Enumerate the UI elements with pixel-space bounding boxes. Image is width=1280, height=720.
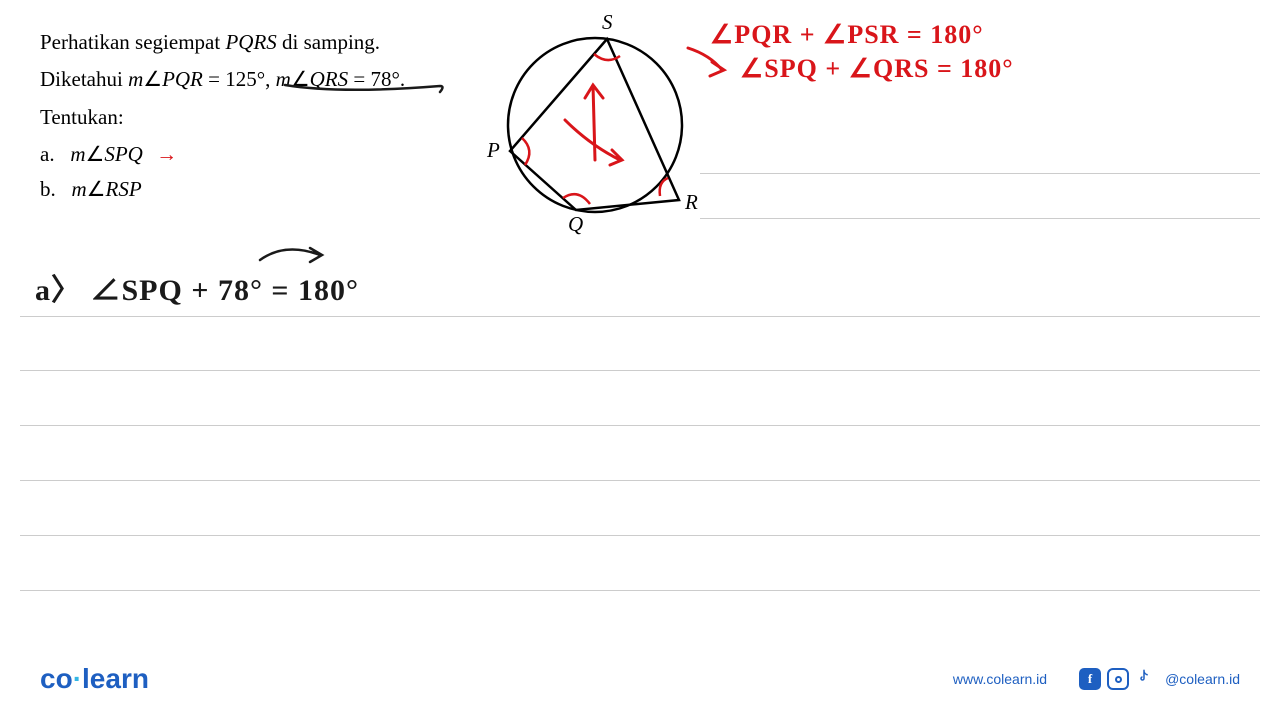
angle: ∠ <box>87 177 106 201</box>
instagram-icon[interactable] <box>1107 668 1129 690</box>
label-s: S <box>602 10 613 35</box>
ruled-line <box>20 316 1260 317</box>
angle: ∠ <box>86 142 105 166</box>
ruled-line <box>20 590 1260 591</box>
ruled-line <box>20 425 1260 426</box>
angle-name: RSP <box>106 177 142 201</box>
equation-2: ∠SPQ + ∠QRS = 180° <box>740 54 1014 84</box>
logo-learn: learn <box>82 663 149 694</box>
problem-line-3: Tentukan: <box>40 103 480 132</box>
text: di samping. <box>277 30 380 54</box>
logo: co·learn <box>40 663 149 695</box>
angle: ∠ <box>143 67 162 91</box>
questions: a. m∠SPQ → b. m∠RSP <box>40 142 480 202</box>
label-r: R <box>685 190 698 215</box>
label: a. <box>40 142 55 166</box>
angle-name: PQR <box>162 67 203 91</box>
label-q: Q <box>568 212 583 237</box>
logo-co: co <box>40 663 73 694</box>
problem-line-1: Perhatikan segiempat PQRS di samping. <box>40 28 480 57</box>
angle-name: SPQ <box>104 142 143 166</box>
m: m <box>128 67 143 91</box>
facebook-icon[interactable]: f <box>1079 668 1101 690</box>
ruled-line <box>20 535 1260 536</box>
ruled-line <box>20 480 1260 481</box>
circle-diagram: S P Q R <box>490 10 710 230</box>
underline-qrs <box>280 80 460 100</box>
social-handle[interactable]: @colearn.id <box>1165 671 1240 687</box>
question-a: a. m∠SPQ → <box>40 142 480 167</box>
text: Perhatikan segiempat <box>40 30 225 54</box>
m: m <box>72 177 87 201</box>
label-p: P <box>487 138 500 163</box>
footer: co·learn www.colearn.id f @colearn.id <box>0 663 1280 695</box>
angle-arc-s <box>594 54 620 60</box>
angle-arc-p <box>522 138 529 165</box>
ruled-line-partial-1 <box>700 173 1260 174</box>
handwritten-equations: ∠PQR + ∠PSR = 180° ∠SPQ + ∠QRS = 180° <box>710 20 1014 88</box>
handwritten-work-a: a〉 ∠SPQ + 78° = 180° <box>35 265 359 309</box>
social-icons: f <box>1079 668 1153 691</box>
ruled-line-partial-2 <box>700 218 1260 219</box>
tiktok-icon[interactable] <box>1135 668 1153 691</box>
ruled-line <box>20 370 1260 371</box>
question-b: b. m∠RSP <box>40 177 480 202</box>
website-link[interactable]: www.colearn.id <box>953 671 1047 687</box>
problem-text: Perhatikan segiempat PQRS di samping. Di… <box>40 28 480 212</box>
arrow-annotation: → <box>156 142 177 166</box>
quad-name: PQRS <box>225 30 276 54</box>
label: b. <box>40 177 56 201</box>
m: m <box>70 142 85 166</box>
logo-dot: · <box>73 663 82 694</box>
equation-1: ∠PQR + ∠PSR = 180° <box>710 20 1014 50</box>
val: = 125°, <box>203 67 276 91</box>
footer-right: www.colearn.id f @colearn.id <box>953 668 1240 691</box>
text: Diketahui <box>40 67 128 91</box>
